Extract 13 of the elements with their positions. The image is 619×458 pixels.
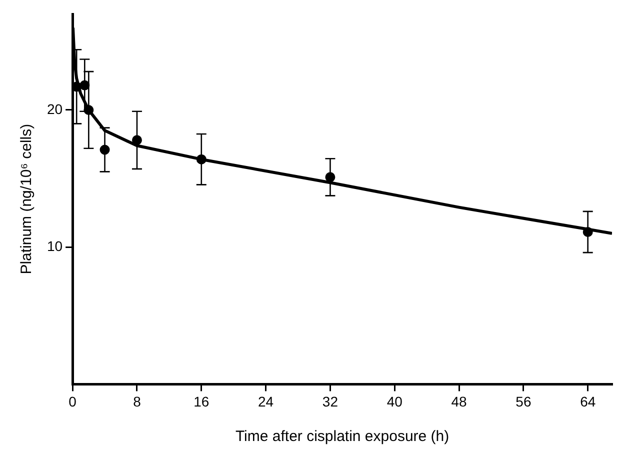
x-tick-label: 32 xyxy=(322,393,338,410)
y-tick-label: 10 xyxy=(46,238,63,254)
x-axis-title: Time after cisplatin exposure (h) xyxy=(235,428,450,446)
x-tick-label: 64 xyxy=(580,393,596,410)
x-tick-label: 48 xyxy=(451,393,468,410)
y-axis-title: Platinum (ng/10⁶ cells) xyxy=(18,124,36,274)
x-tick-label: 24 xyxy=(258,393,274,410)
x-tick-label: 40 xyxy=(386,393,403,410)
x-tick-label: 16 xyxy=(194,393,210,410)
x-tick-label: 0 xyxy=(68,393,77,410)
x-tick-label: 8 xyxy=(133,393,142,410)
y-tick-label: 20 xyxy=(46,100,63,117)
x-tick-label: 56 xyxy=(516,393,532,410)
